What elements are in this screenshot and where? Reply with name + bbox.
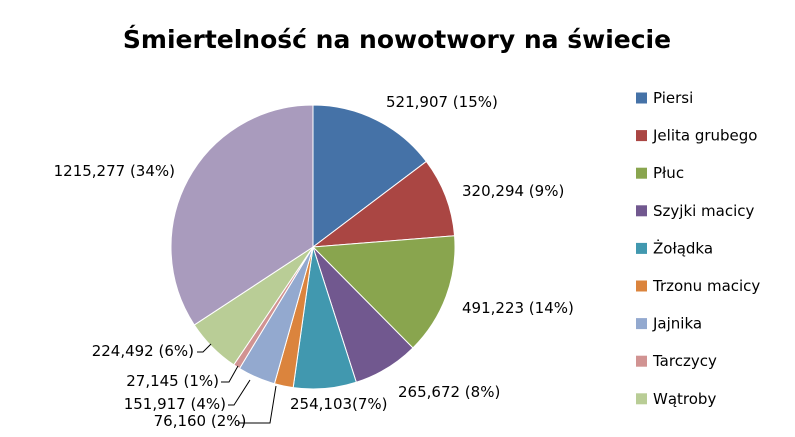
pie-slices (170, 104, 456, 390)
label-leader-line (228, 379, 251, 406)
label-leader-line (221, 365, 239, 383)
legend-swatch (636, 393, 647, 405)
legend-label-tarczycy: Tarczycy (652, 352, 717, 370)
data-label: 151,917 (4%) (124, 395, 226, 413)
data-label: 521,907 (15%) (386, 93, 498, 111)
legend-swatch (636, 167, 647, 179)
legend-swatch (636, 280, 647, 292)
legend-label-zoladka: Żołądka (653, 238, 713, 257)
legend-swatch (636, 92, 647, 104)
data-label: 76,160 (2%) (154, 412, 247, 430)
pie-slice-other (170, 104, 314, 326)
legend-label-jelita-grubego: Jelita grubego (652, 127, 757, 145)
data-label: 27,145 (1%) (126, 372, 219, 390)
legend-label-pluc: Płuc (653, 164, 684, 182)
data-label: 254,103(7%) (290, 395, 388, 413)
label-leader-line (238, 385, 277, 424)
data-label: 265,672 (8%) (398, 383, 500, 401)
legend: Piersi Jelita grubego Płuc Szyjki macicy Żoł… (636, 89, 760, 408)
data-label: 491,223 (14%) (462, 299, 574, 317)
data-label: 320,294 (9%) (462, 182, 564, 200)
legend-label-piersi: Piersi (653, 89, 693, 107)
legend-label-watroby: Wątroby (653, 390, 716, 408)
data-label: 1215,277 (34%) (54, 162, 175, 180)
legend-label-jajnika: Jajnika (652, 315, 702, 333)
legend-label-szyjki-macicy: Szyjki macicy (653, 202, 755, 220)
pie-slice-pluc (311, 235, 456, 349)
legend-swatch (636, 130, 647, 142)
chart-title: Śmiertelność na nowotwory na świecie (123, 24, 671, 54)
legend-swatch (636, 318, 647, 330)
pie-slice-piersi (312, 104, 428, 249)
legend-swatch (636, 355, 647, 367)
legend-swatch (636, 242, 647, 254)
label-leader-line (197, 343, 212, 353)
data-label: 224,492 (6%) (92, 342, 194, 360)
legend-swatch (636, 205, 647, 217)
legend-label-trzonu-macicy: Trzonu macicy (652, 277, 760, 295)
pie-slice-jelita-grubego (311, 160, 456, 248)
data-labels: 521,907 (15%) 320,294 (9%) 491,223 (14%) 26… (54, 93, 574, 430)
